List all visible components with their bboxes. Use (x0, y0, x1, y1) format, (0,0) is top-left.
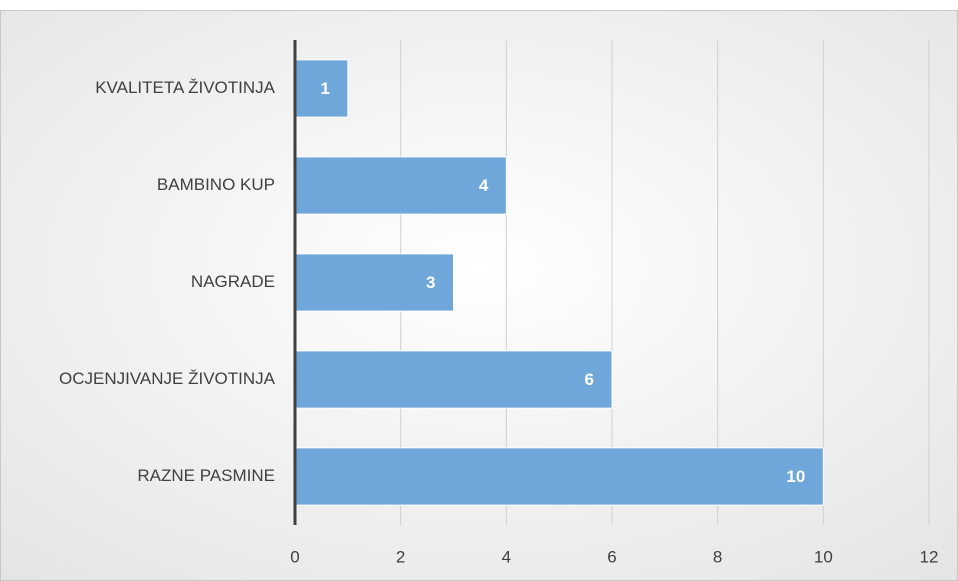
y-tick-label: OCJENJIVANJE ŽIVOTINJA (59, 369, 276, 388)
data-label: 10 (786, 467, 805, 486)
x-tick-label: 2 (396, 547, 405, 566)
data-label: 4 (479, 176, 489, 195)
bar (294, 156, 507, 215)
data-label: 6 (585, 370, 594, 389)
bar (294, 447, 824, 506)
data-label: 3 (426, 273, 435, 292)
x-tick-label: 4 (502, 547, 511, 566)
x-tick-label: 0 (290, 547, 299, 566)
y-tick-label: NAGRADE (191, 272, 275, 291)
x-tick-label: 6 (607, 547, 616, 566)
data-label: 1 (320, 79, 329, 98)
x-tick-label: 12 (920, 547, 939, 566)
x-tick-label: 8 (713, 547, 722, 566)
y-tick-label: BAMBINO KUP (157, 175, 275, 194)
bar (294, 59, 349, 118)
bar (294, 350, 613, 409)
bar (294, 253, 454, 312)
y-tick-label: RAZNE PASMINE (137, 466, 275, 485)
y-tick-label: KVALITETA ŽIVOTINJA (95, 78, 275, 97)
x-tick-label: 10 (814, 547, 833, 566)
